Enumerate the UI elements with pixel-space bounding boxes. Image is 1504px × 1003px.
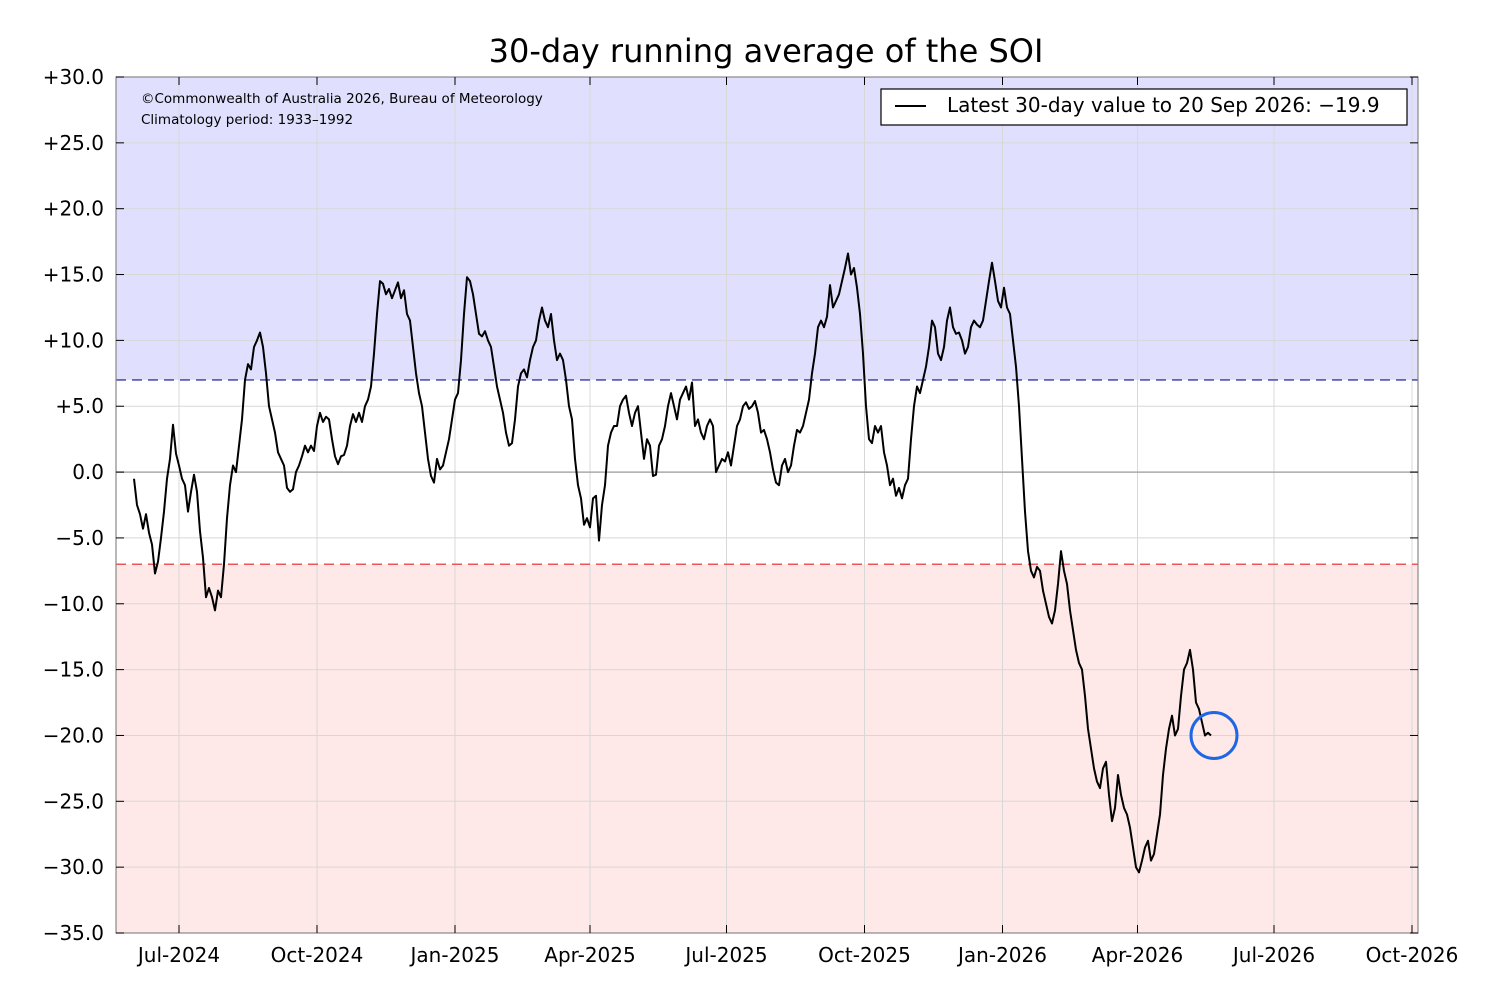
copyright-annotation: ©Commonwealth of Australia 2026, Bureau … xyxy=(141,91,543,107)
x-tick-label: Apr-2025 xyxy=(544,943,635,967)
y-tick-label: −10.0 xyxy=(43,592,104,616)
x-tick-label: Apr-2026 xyxy=(1092,943,1183,967)
x-tick-label: Jul-2026 xyxy=(1231,943,1315,967)
y-tick-label: +10.0 xyxy=(43,328,104,352)
legend-label: Latest 30-day value to 20 Sep 2026: −19.… xyxy=(947,93,1380,117)
positive-band xyxy=(116,77,1418,380)
x-tick-label: Oct-2025 xyxy=(818,943,911,967)
plot-background xyxy=(116,77,1418,933)
x-tick-label: Jan-2025 xyxy=(409,943,500,967)
x-tick-label: Jan-2026 xyxy=(956,943,1047,967)
y-tick-label: −30.0 xyxy=(43,855,104,879)
x-tick-label: Oct-2024 xyxy=(271,943,364,967)
x-tick-label: Oct-2026 xyxy=(1366,943,1459,967)
y-tick-label: −15.0 xyxy=(43,658,104,682)
y-tick-label: +15.0 xyxy=(43,263,104,287)
y-tick-label: +30.0 xyxy=(43,65,104,89)
climatology-annotation: Climatology period: 1933–1992 xyxy=(141,112,353,128)
y-tick-label: −5.0 xyxy=(55,526,104,550)
y-tick-label: 0.0 xyxy=(72,460,104,484)
latest-value-marker xyxy=(1189,710,1239,760)
x-tick-label: Jul-2024 xyxy=(136,943,220,967)
legend-box xyxy=(880,88,1408,126)
x-tick-label: Jul-2025 xyxy=(683,943,767,967)
y-tick-label: −25.0 xyxy=(43,789,104,813)
negative-band xyxy=(116,564,1418,933)
legend: Latest 30-day value to 20 Sep 2026: −19.… xyxy=(880,88,1408,126)
y-tick-label: +25.0 xyxy=(43,131,104,155)
chart-title: 30-day running average of the SOI xyxy=(489,32,1044,70)
grid-lines xyxy=(116,76,1418,934)
series-line-soi xyxy=(133,252,1212,874)
plot-frame xyxy=(115,76,1419,934)
y-tick-label: +20.0 xyxy=(43,197,104,221)
y-tick-label: −35.0 xyxy=(43,921,104,945)
y-tick-label: +5.0 xyxy=(55,394,104,418)
y-tick-label: −20.0 xyxy=(43,723,104,747)
x-axis: Jul-2024 Oct-2024 Jan-2025 Apr-2025 Jul-2025… xyxy=(136,77,1458,967)
y-axis: +30.0 +25.0 +20.0 +15.0 +10.0 +5.0 0.0 −5.0 −10.… xyxy=(43,65,1418,945)
